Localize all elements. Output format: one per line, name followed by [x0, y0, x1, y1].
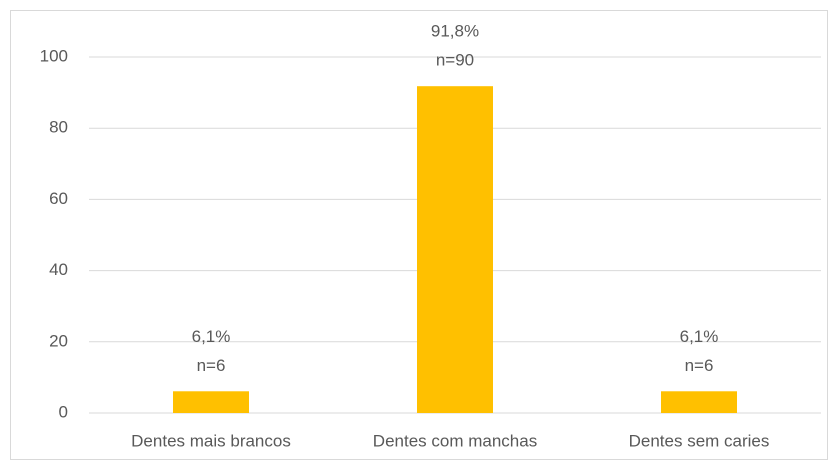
y-tick-label: 20: [49, 331, 68, 350]
y-tick-label: 60: [49, 189, 68, 208]
y-tick-label: 40: [49, 260, 68, 279]
x-tick-label: Dentes com manchas: [373, 431, 537, 450]
y-tick-label: 0: [59, 402, 68, 421]
count-label: n=6: [685, 356, 714, 375]
x-tick-label: Dentes mais brancos: [131, 431, 291, 450]
y-tick-label: 100: [40, 46, 68, 65]
x-tick-label: Dentes sem caries: [629, 431, 770, 450]
bar: [661, 391, 737, 413]
count-label: n=6: [197, 356, 226, 375]
value-label: 91,8%: [431, 22, 479, 41]
value-label: 6,1%: [680, 327, 719, 346]
bar: [417, 86, 493, 413]
value-label: 6,1%: [192, 327, 231, 346]
y-tick-label: 80: [49, 118, 68, 137]
count-label: n=90: [436, 51, 474, 70]
bar: [173, 391, 249, 413]
